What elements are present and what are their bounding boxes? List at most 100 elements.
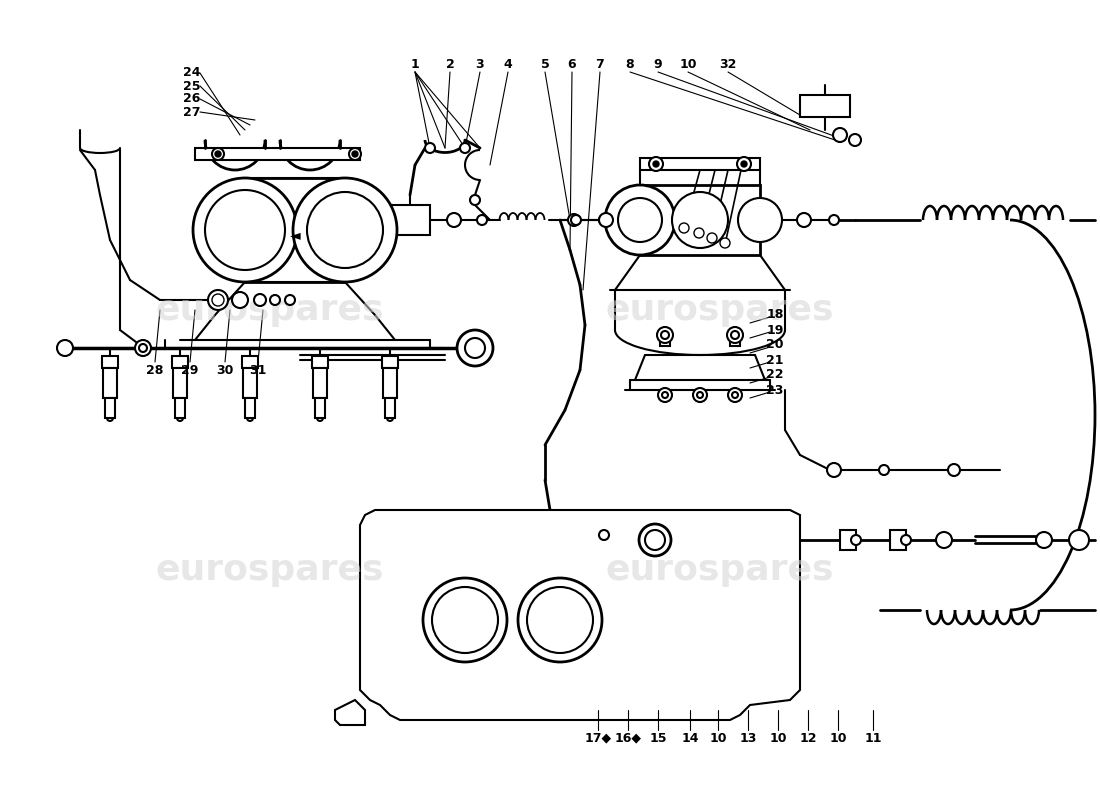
Bar xyxy=(103,368,117,398)
Circle shape xyxy=(527,587,593,653)
Text: 28: 28 xyxy=(146,363,164,377)
Text: 10: 10 xyxy=(710,731,727,745)
Circle shape xyxy=(285,295,295,305)
Polygon shape xyxy=(336,700,365,725)
Bar xyxy=(245,178,345,282)
Circle shape xyxy=(948,464,960,476)
Bar xyxy=(890,530,906,550)
Circle shape xyxy=(653,161,659,167)
Circle shape xyxy=(798,213,811,227)
Circle shape xyxy=(738,198,782,242)
Circle shape xyxy=(658,388,672,402)
Bar xyxy=(173,368,187,398)
Bar xyxy=(390,205,430,235)
Bar xyxy=(840,530,856,550)
Circle shape xyxy=(707,233,717,243)
Circle shape xyxy=(349,148,361,160)
Circle shape xyxy=(901,535,911,545)
Circle shape xyxy=(737,157,751,171)
Circle shape xyxy=(1069,530,1089,550)
Circle shape xyxy=(212,148,224,160)
Circle shape xyxy=(460,143,470,153)
Circle shape xyxy=(270,295,280,305)
Circle shape xyxy=(465,338,485,358)
Text: 1: 1 xyxy=(410,58,419,71)
Circle shape xyxy=(741,161,747,167)
Circle shape xyxy=(600,213,613,227)
Circle shape xyxy=(732,392,738,398)
Circle shape xyxy=(732,331,739,339)
Text: 4: 4 xyxy=(504,58,513,71)
Text: 12: 12 xyxy=(800,731,816,745)
Circle shape xyxy=(432,587,498,653)
Text: ◄: ◄ xyxy=(289,228,300,242)
Circle shape xyxy=(679,223,689,233)
Circle shape xyxy=(727,327,742,343)
Bar xyxy=(314,368,327,398)
Circle shape xyxy=(720,238,730,248)
Circle shape xyxy=(425,143,435,153)
Circle shape xyxy=(470,195,480,205)
Bar xyxy=(312,356,328,368)
Text: 13: 13 xyxy=(739,731,757,745)
Circle shape xyxy=(518,578,602,662)
Circle shape xyxy=(456,330,493,366)
Circle shape xyxy=(424,578,507,662)
Bar xyxy=(104,398,116,418)
Text: 25: 25 xyxy=(184,79,200,93)
Text: 17◆: 17◆ xyxy=(584,731,612,745)
Text: 32: 32 xyxy=(719,58,737,71)
Text: 14: 14 xyxy=(681,731,698,745)
Text: 10: 10 xyxy=(829,731,847,745)
Text: 5: 5 xyxy=(540,58,549,71)
Circle shape xyxy=(827,463,842,477)
Circle shape xyxy=(657,327,673,343)
Bar xyxy=(243,368,257,398)
Circle shape xyxy=(600,530,609,540)
Bar xyxy=(383,368,397,398)
Bar xyxy=(245,398,255,418)
Circle shape xyxy=(208,290,228,310)
Circle shape xyxy=(139,344,147,352)
Circle shape xyxy=(662,392,668,398)
Text: 8: 8 xyxy=(626,58,635,71)
Circle shape xyxy=(649,157,663,171)
Text: 10: 10 xyxy=(680,58,696,71)
Text: 16◆: 16◆ xyxy=(615,731,641,745)
Text: 11: 11 xyxy=(865,731,882,745)
Text: 19: 19 xyxy=(767,323,783,337)
Bar xyxy=(640,158,760,170)
Circle shape xyxy=(293,178,397,282)
Bar xyxy=(800,95,850,117)
Text: 2: 2 xyxy=(446,58,454,71)
Circle shape xyxy=(728,388,743,402)
Circle shape xyxy=(352,151,358,157)
Text: 20: 20 xyxy=(767,338,783,351)
Circle shape xyxy=(693,388,707,402)
Bar xyxy=(660,338,670,346)
Text: 6: 6 xyxy=(568,58,576,71)
Text: 18: 18 xyxy=(767,309,783,322)
Circle shape xyxy=(600,215,609,225)
Text: 24: 24 xyxy=(184,66,200,79)
Bar xyxy=(640,185,760,255)
Circle shape xyxy=(833,128,847,142)
Text: 31: 31 xyxy=(250,363,266,377)
Text: 23: 23 xyxy=(767,383,783,397)
Circle shape xyxy=(645,530,665,550)
Circle shape xyxy=(605,185,675,255)
Text: 7: 7 xyxy=(595,58,604,71)
Circle shape xyxy=(672,192,728,248)
Circle shape xyxy=(1036,532,1052,548)
Circle shape xyxy=(212,294,224,306)
Text: 9: 9 xyxy=(653,58,662,71)
Bar xyxy=(382,356,398,368)
Text: 26: 26 xyxy=(184,93,200,106)
Circle shape xyxy=(829,215,839,225)
Circle shape xyxy=(639,524,671,556)
Circle shape xyxy=(697,392,703,398)
Text: eurospares: eurospares xyxy=(156,553,384,587)
Bar xyxy=(242,356,258,368)
Bar xyxy=(730,338,740,346)
Text: eurospares: eurospares xyxy=(156,293,384,327)
